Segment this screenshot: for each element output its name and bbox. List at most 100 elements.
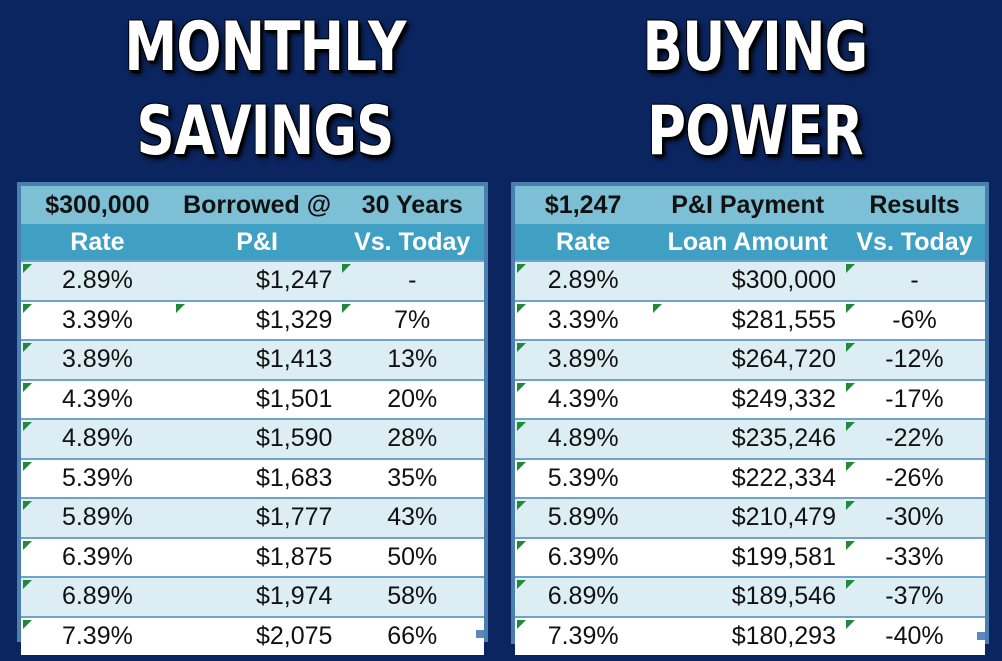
value-cell[interactable]: $1,974 <box>173 576 341 617</box>
vs-today-cell[interactable]: 13% <box>340 339 484 380</box>
rate-cell[interactable]: 4.39% <box>21 378 174 419</box>
rate-cell[interactable]: 2.89% <box>21 260 174 301</box>
table-row: 2.89% $1,247- <box>21 260 484 301</box>
table-row: 6.89% $1,974 58% <box>21 576 484 617</box>
vs-today-cell[interactable]: - <box>340 260 484 301</box>
value-cell[interactable]: $1,247 <box>173 260 341 301</box>
value-cell[interactable]: $180,293 <box>651 615 844 655</box>
value-cell[interactable]: $300,000 <box>651 260 844 301</box>
value-cell[interactable]: $264,720 <box>651 339 844 380</box>
table-row: 4.39% $1,501 20% <box>21 378 484 419</box>
value-cell[interactable]: $199,581 <box>651 536 844 577</box>
header-amount[interactable]: $300,000 <box>21 186 174 224</box>
vs-today-cell[interactable]: 58% <box>340 576 484 617</box>
table-title-row: $300,000 Borrowed @30 Years <box>21 186 484 224</box>
table-row: 3.89% $264,720 -12% <box>515 339 985 380</box>
vs-today-cell[interactable]: 50% <box>340 536 484 577</box>
value-cell[interactable]: $1,413 <box>173 339 341 380</box>
rate-cell[interactable]: 3.89% <box>21 339 174 380</box>
buying-power-title: BUYING POWER <box>580 6 931 174</box>
table-row: 4.89% $1,590 28% <box>21 418 484 459</box>
table-row: 6.89% $189,546 -37% <box>515 576 985 617</box>
header-amount[interactable]: $1,247 <box>515 186 652 224</box>
table-row: 4.89% $235,246 -22% <box>515 418 985 459</box>
rate-column-header[interactable]: Rate <box>21 224 174 261</box>
rate-cell[interactable]: 4.89% <box>515 418 652 459</box>
rate-cell[interactable]: 7.39% <box>515 615 652 655</box>
rate-cell[interactable]: 5.89% <box>21 497 174 538</box>
vs-today-cell[interactable]: 28% <box>340 418 484 459</box>
vs-today-cell[interactable]: -33% <box>843 536 985 577</box>
table-row: 3.89% $1,413 13% <box>21 339 484 380</box>
table-title-row: $1,247 P&I Payment Results <box>515 186 985 224</box>
header-label[interactable]: Borrowed @ <box>173 186 341 224</box>
rate-cell[interactable]: 3.39% <box>515 299 652 340</box>
vs-today-cell[interactable]: 20% <box>340 378 484 419</box>
table-row: 3.39% $281,555 -6% <box>515 299 985 340</box>
table-row: 6.39% $199,581 -33% <box>515 536 985 577</box>
rate-cell[interactable]: 4.39% <box>515 378 652 419</box>
column-header-row: Rate Loan Amount Vs. Today <box>515 224 985 261</box>
value-cell[interactable]: $210,479 <box>651 497 844 538</box>
table-row: 7.39% $180,293 -40% <box>515 615 985 655</box>
rate-cell[interactable]: 6.39% <box>21 536 174 577</box>
vs-today-cell[interactable]: -22% <box>843 418 985 459</box>
rate-cell[interactable]: 6.89% <box>515 576 652 617</box>
table-row: 2.89% $300,000- <box>515 260 985 301</box>
vs-today-column-header[interactable]: Vs. Today <box>843 224 985 261</box>
rate-cell[interactable]: 5.39% <box>515 457 652 498</box>
title-line-1: MONTHLY <box>124 8 406 87</box>
vs-today-cell[interactable]: - <box>843 260 985 301</box>
header-label[interactable]: P&I Payment <box>651 186 844 224</box>
vs-today-column-header[interactable]: Vs. Today <box>340 224 484 261</box>
rate-column-header[interactable]: Rate <box>515 224 652 261</box>
vs-today-cell[interactable]: -40% <box>843 615 985 655</box>
table-row: 5.39% $1,683 35% <box>21 457 484 498</box>
rate-cell[interactable]: 2.89% <box>515 260 652 301</box>
rate-cell[interactable]: 6.89% <box>21 576 174 617</box>
resize-handle[interactable] <box>476 630 484 638</box>
value-cell[interactable]: $235,246 <box>651 418 844 459</box>
value-cell[interactable]: $1,875 <box>173 536 341 577</box>
value-cell[interactable]: $1,329 <box>173 299 341 340</box>
vs-today-cell[interactable]: -6% <box>843 299 985 340</box>
title-line-2: POWER <box>647 92 863 171</box>
rate-cell[interactable]: 3.39% <box>21 299 174 340</box>
vs-today-cell[interactable]: -30% <box>843 497 985 538</box>
header-term[interactable]: Results <box>843 186 985 224</box>
value-column-header[interactable]: P&I <box>173 224 341 261</box>
rate-cell[interactable]: 5.39% <box>21 457 174 498</box>
table-row: 5.89% $1,777 43% <box>21 497 484 538</box>
vs-today-cell[interactable]: -26% <box>843 457 985 498</box>
value-cell[interactable]: $249,332 <box>651 378 844 419</box>
table-row: 7.39% $2,075 66% <box>21 615 484 655</box>
rate-cell[interactable]: 6.39% <box>515 536 652 577</box>
resize-handle[interactable] <box>977 632 985 640</box>
value-cell[interactable]: $189,546 <box>651 576 844 617</box>
vs-today-cell[interactable]: 43% <box>340 497 484 538</box>
value-cell[interactable]: $1,501 <box>173 378 341 419</box>
value-cell[interactable]: $1,683 <box>173 457 341 498</box>
table-row: 6.39% $1,875 50% <box>21 536 484 577</box>
value-column-header[interactable]: Loan Amount <box>651 224 844 261</box>
rate-cell[interactable]: 5.89% <box>515 497 652 538</box>
column-header-row: Rate P&I Vs. Today <box>21 224 484 261</box>
vs-today-cell[interactable]: -37% <box>843 576 985 617</box>
rate-cell[interactable]: 7.39% <box>21 615 174 655</box>
header-term[interactable]: 30 Years <box>340 186 484 224</box>
table-row: 3.39% $1,329 7% <box>21 299 484 340</box>
value-cell[interactable]: $1,777 <box>173 497 341 538</box>
value-cell[interactable]: $281,555 <box>651 299 844 340</box>
table-row: 5.39% $222,334 -26% <box>515 457 985 498</box>
vs-today-cell[interactable]: -17% <box>843 378 985 419</box>
rate-cell[interactable]: 3.89% <box>515 339 652 380</box>
rate-cell[interactable]: 4.89% <box>21 418 174 459</box>
vs-today-cell[interactable]: -12% <box>843 339 985 380</box>
title-line-1: BUYING <box>642 8 869 87</box>
vs-today-cell[interactable]: 66% <box>340 615 484 655</box>
value-cell[interactable]: $222,334 <box>651 457 844 498</box>
vs-today-cell[interactable]: 35% <box>340 457 484 498</box>
vs-today-cell[interactable]: 7% <box>340 299 484 340</box>
value-cell[interactable]: $2,075 <box>173 615 341 655</box>
value-cell[interactable]: $1,590 <box>173 418 341 459</box>
